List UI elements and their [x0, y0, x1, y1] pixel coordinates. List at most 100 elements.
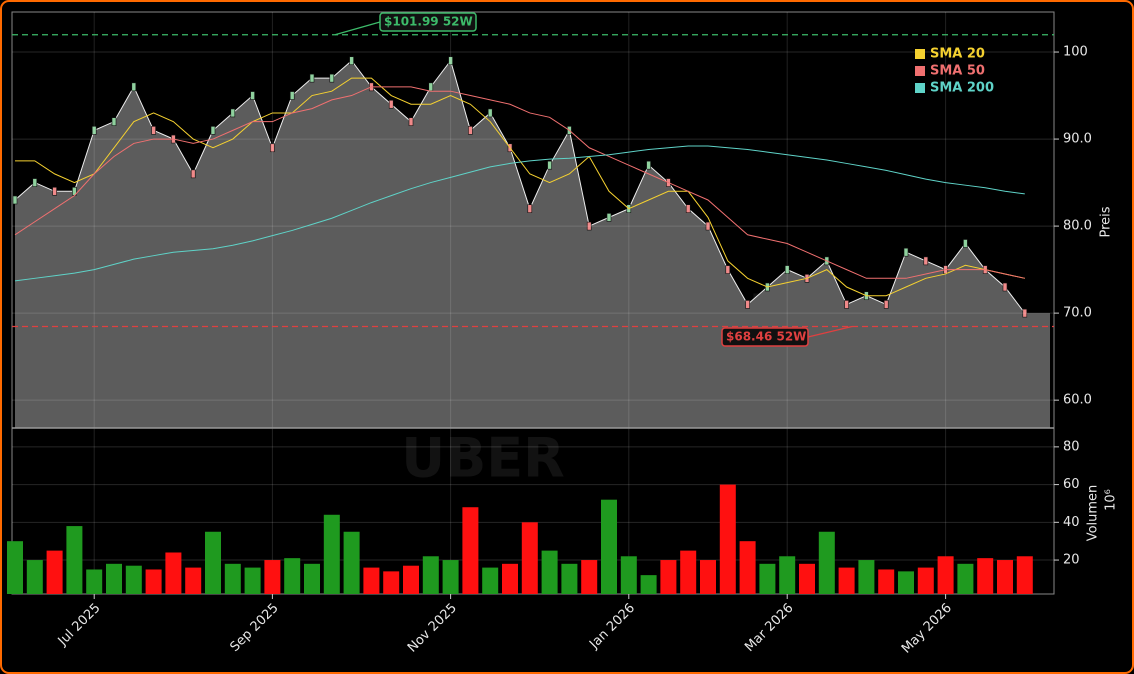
y-tick-label: 90.0: [1063, 132, 1092, 147]
candle: [230, 108, 236, 118]
volume-bar: [898, 571, 914, 594]
candle: [745, 300, 750, 309]
volume-bar: [660, 560, 677, 594]
legend-label: SMA 50: [930, 64, 985, 79]
symbol-watermark: UBER: [401, 427, 564, 490]
volume-bar: [165, 552, 182, 594]
candle: [527, 204, 533, 213]
candle: [270, 143, 275, 153]
candle: [685, 204, 691, 213]
sma-line: [15, 77, 1025, 297]
volume-bar: [244, 567, 261, 594]
volume-bar: [997, 560, 1013, 594]
volume-bar: [799, 563, 815, 594]
candle: [903, 247, 909, 257]
volume-bar: [145, 569, 162, 594]
candle: [646, 160, 651, 170]
y-tick-label: 80: [1063, 439, 1080, 454]
legend-swatch: [915, 49, 925, 59]
volume-bar: [343, 531, 360, 594]
volume-bar: [700, 560, 716, 594]
volume-bar: [86, 569, 103, 594]
volume-bar: [601, 499, 617, 594]
volume-bar: [125, 565, 142, 594]
volume-bar: [462, 507, 479, 594]
volume-bar: [383, 571, 400, 594]
candle: [844, 300, 849, 309]
volume-bar: [917, 567, 934, 594]
volume-bar: [739, 541, 756, 594]
volume-bar: [1016, 556, 1033, 594]
candle: [349, 56, 354, 66]
candle: [52, 186, 57, 196]
candle: [428, 82, 434, 92]
candle: [468, 126, 473, 135]
price-line: [14, 59, 1026, 314]
y-tick-label: 80.0: [1063, 219, 1092, 234]
volume-bar: [205, 531, 221, 594]
y-axis-unit: 10⁶: [1104, 489, 1119, 511]
candle: [487, 108, 493, 118]
y-tick-label: 20: [1063, 553, 1080, 568]
volume-bar: [185, 567, 202, 594]
candle: [190, 169, 196, 179]
volume-bar: [541, 550, 558, 594]
candle: [289, 91, 295, 100]
volume-bar: [264, 560, 281, 594]
annotation-label: $101.99 52W: [384, 15, 473, 29]
volume-bar: [521, 522, 538, 594]
legend-label: SMA 200: [930, 81, 994, 96]
volume-bar: [937, 556, 954, 594]
annotation-label: $68.46 52W: [726, 330, 806, 344]
volume-bar: [304, 563, 320, 594]
candle: [586, 221, 592, 231]
volume-bar: [620, 556, 637, 594]
volume-bar: [363, 567, 380, 594]
annotation-arrow: [807, 325, 853, 338]
legend-label: SMA 20: [930, 47, 985, 62]
sma-line: [14, 86, 1025, 279]
volume-bar: [818, 531, 835, 594]
candle: [250, 91, 255, 100]
y-tick-label: 60.0: [1063, 393, 1092, 408]
volume-bar: [878, 569, 895, 594]
candle: [408, 117, 414, 126]
candle: [309, 73, 315, 83]
volume-bar: [224, 563, 241, 594]
candle: [784, 265, 790, 274]
candle: [151, 126, 156, 135]
y-tick-label: 100: [1063, 45, 1088, 60]
volume-bar: [719, 484, 736, 594]
volume-bar: [422, 556, 439, 594]
y-tick-label: 40: [1063, 515, 1080, 530]
volume-bar: [442, 560, 459, 594]
candle: [1002, 282, 1008, 292]
volume-bar: [46, 550, 63, 594]
candle: [111, 117, 117, 126]
volume-bar: [957, 563, 974, 594]
candle: [725, 265, 731, 274]
volume-bar: [680, 550, 697, 594]
volume-bar: [323, 514, 340, 594]
candle: [883, 300, 889, 309]
volume-bar: [759, 563, 776, 594]
candle: [923, 256, 929, 266]
volume-bar: [284, 558, 301, 594]
volume-bar: [977, 558, 994, 594]
volume-bar: [7, 541, 23, 594]
volume-bar: [779, 556, 796, 594]
volume-bar: [838, 567, 855, 594]
annotation-arrow: [334, 21, 381, 36]
y-tick-label: 60: [1063, 477, 1080, 492]
candle: [32, 178, 38, 187]
volume-bar: [858, 560, 875, 594]
candle: [329, 73, 335, 83]
sma-line: [14, 145, 1025, 282]
volume-bar: [561, 563, 578, 594]
legend-swatch: [915, 66, 925, 76]
volume-bar: [640, 575, 657, 594]
candle: [91, 126, 97, 135]
candle: [131, 82, 137, 92]
candle: [1022, 308, 1028, 318]
volume-bar: [26, 560, 43, 594]
